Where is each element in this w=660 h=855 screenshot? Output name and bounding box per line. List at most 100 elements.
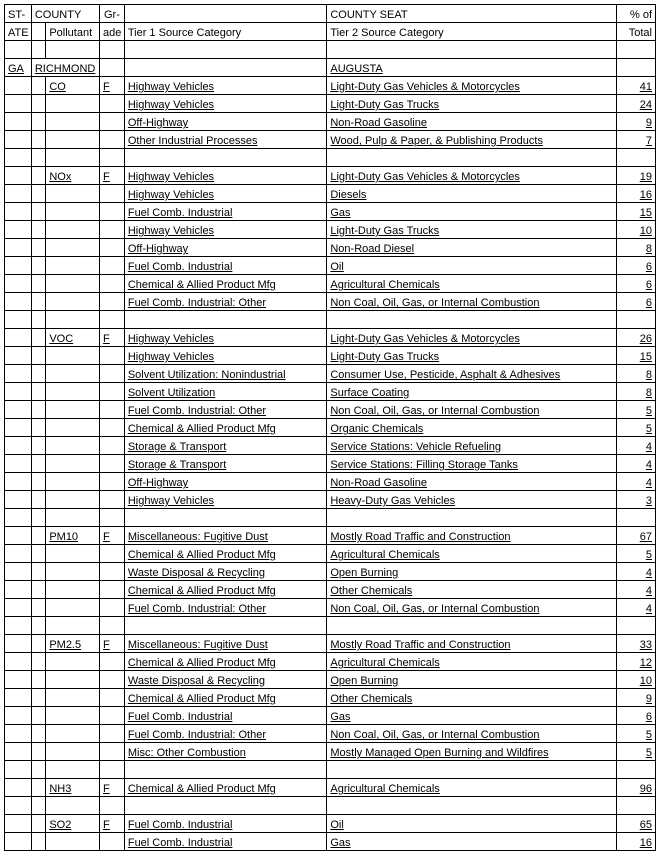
pct-value: 16 xyxy=(616,833,655,851)
data-row: NH3FChemical & Allied Product MfgAgricul… xyxy=(5,779,656,797)
tier1-value: Fuel Comb. Industrial xyxy=(124,257,327,275)
pct-value: 5 xyxy=(616,743,655,761)
pct-value: 15 xyxy=(616,347,655,365)
pct-value: 5 xyxy=(616,419,655,437)
tier1-value: Chemical & Allied Product Mfg xyxy=(124,275,327,293)
data-row: SO2FFuel Comb. IndustrialOil65 xyxy=(5,815,656,833)
grade-value: F xyxy=(100,527,125,545)
pct-value: 4 xyxy=(616,455,655,473)
tier2-value: Wood, Pulp & Paper, & Publishing Product… xyxy=(327,131,616,149)
hdr-pollutant: Pollutant xyxy=(46,23,100,41)
tier1-value: Off-Highway xyxy=(124,473,327,491)
data-row: Chemical & Allied Product MfgOrganic Che… xyxy=(5,419,656,437)
county-seat-value: AUGUSTA xyxy=(327,59,616,77)
data-row: Fuel Comb. Industrial: OtherNon Coal, Oi… xyxy=(5,725,656,743)
data-row: Chemical & Allied Product MfgOther Chemi… xyxy=(5,581,656,599)
tier1-value: Solvent Utilization xyxy=(124,383,327,401)
pct-value: 24 xyxy=(616,95,655,113)
pollutant-label: PM2.5 xyxy=(46,635,100,653)
pct-value: 15 xyxy=(616,203,655,221)
hdr-county-seat: COUNTY SEAT xyxy=(327,5,616,23)
tier1-value: Fuel Comb. Industrial: Other xyxy=(124,599,327,617)
tier1-value: Off-Highway xyxy=(124,113,327,131)
data-row: COFHighway VehiclesLight-Duty Gas Vehicl… xyxy=(5,77,656,95)
hdr-county: COUNTY xyxy=(31,5,99,23)
data-row: Solvent UtilizationSurface Coating8 xyxy=(5,383,656,401)
tier1-value: Misc: Other Combustion xyxy=(124,743,327,761)
pct-value: 10 xyxy=(616,671,655,689)
data-row: Chemical & Allied Product MfgAgricultura… xyxy=(5,653,656,671)
data-row: Waste Disposal & RecyclingOpen Burning4 xyxy=(5,563,656,581)
pct-value: 19 xyxy=(616,167,655,185)
tier2-value: Consumer Use, Pesticide, Asphalt & Adhes… xyxy=(327,365,616,383)
pct-value: 5 xyxy=(616,545,655,563)
hdr-tier2: Tier 2 Source Category xyxy=(327,23,616,41)
tier1-value: Fuel Comb. Industrial: Other xyxy=(124,725,327,743)
pct-value: 6 xyxy=(616,707,655,725)
data-row: Off-HighwayNon-Road Diesel8 xyxy=(5,239,656,257)
data-row: Fuel Comb. Industrial: OtherNon Coal, Oi… xyxy=(5,293,656,311)
data-row: Storage & TransportService Stations: Veh… xyxy=(5,437,656,455)
tier2-value: Gas xyxy=(327,707,616,725)
tier2-value: Oil xyxy=(327,815,616,833)
tier2-value: Non-Road Gasoline xyxy=(327,113,616,131)
pct-value: 4 xyxy=(616,563,655,581)
grade-value: F xyxy=(100,815,125,833)
tier1-value: Fuel Comb. Industrial: Other xyxy=(124,293,327,311)
tier2-value: Agricultural Chemicals xyxy=(327,545,616,563)
data-row: Fuel Comb. IndustrialOil6 xyxy=(5,257,656,275)
tier2-value: Agricultural Chemicals xyxy=(327,275,616,293)
data-row: PM2.5FMiscellaneous: Fugitive DustMostly… xyxy=(5,635,656,653)
tier1-value: Highway Vehicles xyxy=(124,221,327,239)
tier1-value: Storage & Transport xyxy=(124,437,327,455)
tier2-value: Non Coal, Oil, Gas, or Internal Combusti… xyxy=(327,725,616,743)
pollutant-label: SO2 xyxy=(46,815,100,833)
data-row: PM10FMiscellaneous: Fugitive DustMostly … xyxy=(5,527,656,545)
tier1-value: Chemical & Allied Product Mfg xyxy=(124,419,327,437)
tier1-value: Highway Vehicles xyxy=(124,185,327,203)
hdr-grade: Gr- xyxy=(100,5,125,23)
tier2-value: Light-Duty Gas Vehicles & Motorcycles xyxy=(327,77,616,95)
tier2-value: Non-Road Gasoline xyxy=(327,473,616,491)
tier2-value: Oil xyxy=(327,257,616,275)
data-row: Off-HighwayNon-Road Gasoline9 xyxy=(5,113,656,131)
tier2-value: Service Stations: Filling Storage Tanks xyxy=(327,455,616,473)
pct-value: 6 xyxy=(616,293,655,311)
pct-value: 10 xyxy=(616,221,655,239)
tier2-value: Gas xyxy=(327,203,616,221)
tier1-value: Other Industrial Processes xyxy=(124,131,327,149)
tier2-value: Heavy-Duty Gas Vehicles xyxy=(327,491,616,509)
data-row: Highway VehiclesDiesels16 xyxy=(5,185,656,203)
tier2-value: Service Stations: Vehicle Refueling xyxy=(327,437,616,455)
grade-value: F xyxy=(100,635,125,653)
data-row: Chemical & Allied Product MfgAgricultura… xyxy=(5,545,656,563)
hdr-state: ST- xyxy=(5,5,32,23)
data-row: Fuel Comb. Industrial: OtherNon Coal, Oi… xyxy=(5,599,656,617)
pct-value: 6 xyxy=(616,257,655,275)
data-row: Fuel Comb. Industrial: OtherNon Coal, Oi… xyxy=(5,401,656,419)
data-row: Chemical & Allied Product MfgAgricultura… xyxy=(5,275,656,293)
data-row: Off-HighwayNon-Road Gasoline4 xyxy=(5,473,656,491)
pct-value: 6 xyxy=(616,275,655,293)
data-row: Chemical & Allied Product MfgOther Chemi… xyxy=(5,689,656,707)
tier1-value: Fuel Comb. Industrial xyxy=(124,707,327,725)
pct-value: 4 xyxy=(616,599,655,617)
tier1-value: Chemical & Allied Product Mfg xyxy=(124,545,327,563)
pct-value: 16 xyxy=(616,185,655,203)
tier2-value: Non Coal, Oil, Gas, or Internal Combusti… xyxy=(327,599,616,617)
tier2-value: Diesels xyxy=(327,185,616,203)
grade-value: F xyxy=(100,77,125,95)
pct-value: 4 xyxy=(616,473,655,491)
tier2-value: Open Burning xyxy=(327,671,616,689)
tier2-value: Light-Duty Gas Trucks xyxy=(327,221,616,239)
tier1-value: Miscellaneous: Fugitive Dust xyxy=(124,635,327,653)
tier1-value: Highway Vehicles xyxy=(124,347,327,365)
tier1-value: Waste Disposal & Recycling xyxy=(124,563,327,581)
pct-value: 67 xyxy=(616,527,655,545)
data-row: Storage & TransportService Stations: Fil… xyxy=(5,455,656,473)
tier1-value: Highway Vehicles xyxy=(124,95,327,113)
tier1-value: Highway Vehicles xyxy=(124,77,327,95)
tier2-value: Other Chemicals xyxy=(327,689,616,707)
tier1-value: Fuel Comb. Industrial: Other xyxy=(124,401,327,419)
county-value: RICHMOND xyxy=(31,59,99,77)
